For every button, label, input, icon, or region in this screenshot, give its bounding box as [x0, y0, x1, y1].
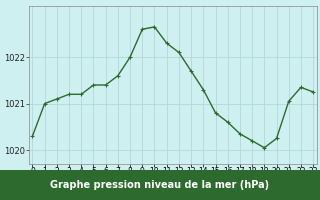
Text: Graphe pression niveau de la mer (hPa): Graphe pression niveau de la mer (hPa) [51, 180, 269, 190]
